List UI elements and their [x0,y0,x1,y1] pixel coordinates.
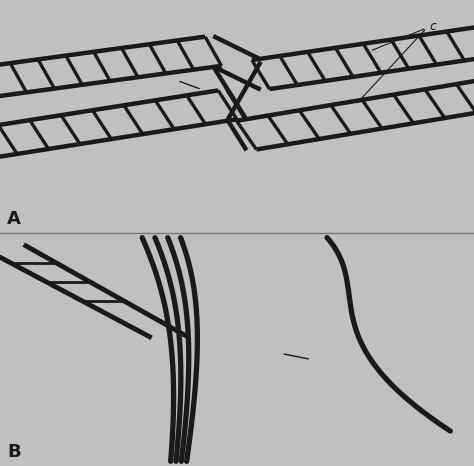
Text: c: c [429,21,436,33]
Text: A: A [7,210,21,228]
Text: B: B [7,443,21,461]
